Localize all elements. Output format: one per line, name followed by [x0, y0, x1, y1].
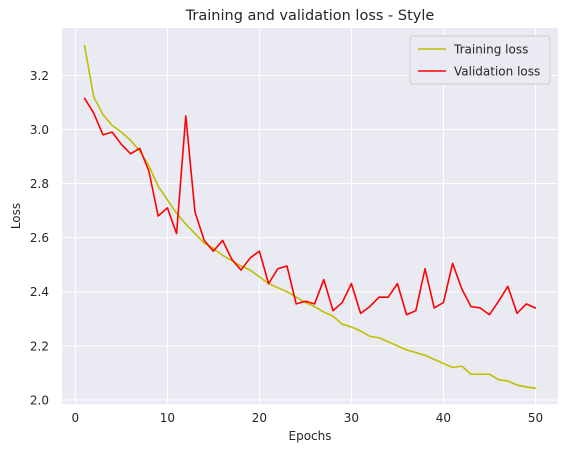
legend-label: Validation loss [454, 65, 540, 79]
x-tick-label: 50 [528, 411, 543, 425]
series-layer [83, 44, 537, 390]
x-tick-label: 10 [160, 411, 175, 425]
y-tick-label: 3.2 [30, 69, 49, 83]
y-tick-label: 2.8 [30, 177, 49, 191]
plot-area [62, 28, 558, 404]
grid-lines [62, 28, 558, 404]
y-tick-label: 2.6 [30, 231, 49, 245]
y-tick-label: 2.0 [30, 393, 49, 407]
legend-label: Training loss [453, 43, 528, 57]
x-tick-label: 40 [436, 411, 451, 425]
series-line-validation-loss [83, 97, 537, 316]
chart-title: Training and validation loss - Style [185, 8, 435, 24]
legend: Training loss Validation loss [409, 35, 551, 85]
x-axis-label: Epochs [289, 429, 332, 443]
series-line-training-loss [83, 44, 537, 390]
x-tick-label: 20 [252, 411, 267, 425]
x-axis-ticks: 0 10 20 30 40 50 [72, 411, 544, 425]
legend-box [409, 35, 551, 85]
x-tick-label: 30 [344, 411, 359, 425]
y-tick-label: 2.4 [30, 285, 49, 299]
x-tick-label: 0 [72, 411, 80, 425]
y-tick-label: 3.0 [30, 123, 49, 137]
y-tick-label: 2.2 [30, 339, 49, 353]
y-axis-ticks: 2.0 2.2 2.4 2.6 2.8 3.0 3.2 [30, 69, 49, 408]
y-axis-label: Loss [9, 203, 23, 229]
